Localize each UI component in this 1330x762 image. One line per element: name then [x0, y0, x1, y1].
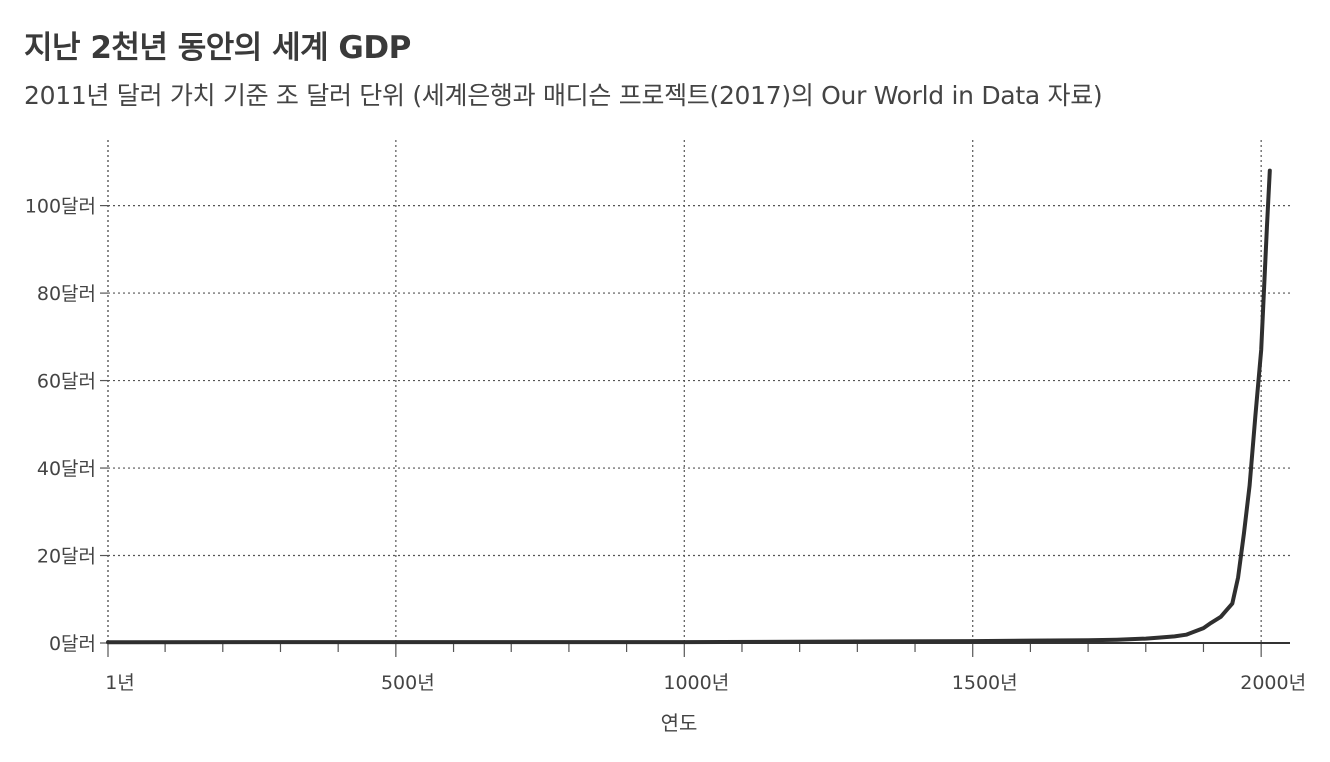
x-tick-label: 1년: [105, 672, 135, 694]
y-tick-label: 80달러: [37, 283, 96, 305]
x-tick-label: 500년: [381, 672, 435, 694]
series-layer: [106, 168, 1272, 645]
chart-subtitle: 2011년 달러 가치 기준 조 달러 단위 (세계은행과 매디슨 프로젝트(2…: [24, 81, 1103, 110]
axis-layer: [100, 140, 1290, 657]
y-tick-label: 40달러: [37, 458, 96, 480]
grid-layer: [107, 140, 1290, 643]
y-tick-label: 60달러: [37, 371, 96, 393]
x-tick-label: 2000년: [1240, 672, 1306, 694]
x-tick-label: 1500년: [952, 672, 1018, 694]
y-tick-label: 0달러: [49, 633, 96, 655]
y-tick-label: 100달러: [25, 196, 96, 218]
x-tick-label: 1000년: [663, 672, 729, 694]
chart-title: 지난 2천년 동안의 세계 GDP: [24, 30, 411, 66]
label-layer: 0달러 20달러 40달러 60달러 80달러 100달러 1년 500년 1000년 1500년…: [25, 196, 1306, 735]
y-tick-label: 20달러: [37, 546, 96, 568]
gdp-series-line: [106, 168, 1272, 645]
x-axis-title: 연도: [661, 711, 698, 735]
